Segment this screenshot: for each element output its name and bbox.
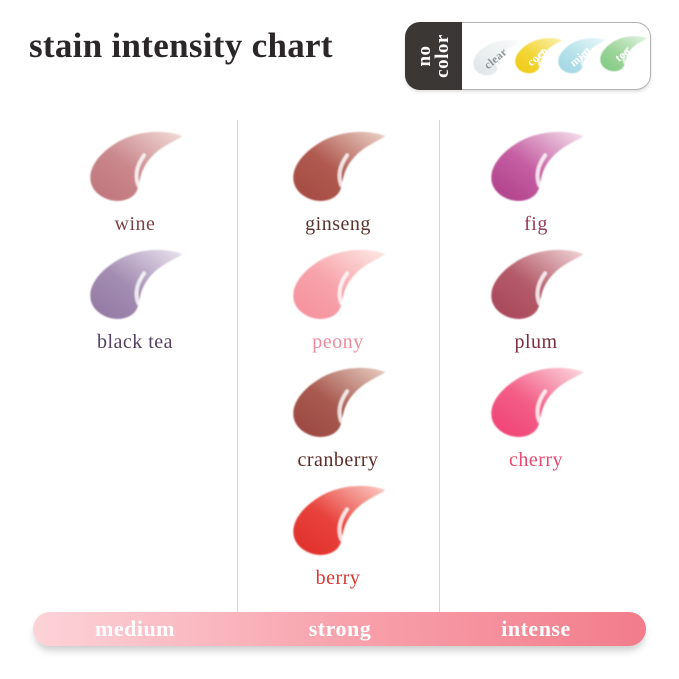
intensity-label-intense: intense bbox=[501, 616, 571, 641]
lip-smear-wine bbox=[80, 122, 190, 212]
intensity-label-strong: strong bbox=[308, 616, 372, 641]
swatch-cell-berry: berry bbox=[253, 476, 423, 590]
swatch-label-ginseng: ginseng bbox=[305, 213, 371, 235]
lip-smear-ginseng bbox=[283, 122, 393, 212]
lip-smear-cranberry bbox=[283, 358, 393, 448]
no-color-label: no color bbox=[413, 34, 453, 78]
swatch-cell-ginseng: ginseng bbox=[253, 122, 423, 236]
swatch-label-cranberry: cranberry bbox=[297, 449, 379, 471]
swatch-label-berry: berry bbox=[315, 567, 361, 589]
swatch-label-cherry: cherry bbox=[508, 449, 564, 471]
no-color-line2: color bbox=[431, 34, 453, 78]
swatch-label-peony: peony bbox=[312, 331, 364, 353]
column-divider-1 bbox=[237, 120, 238, 612]
swatch-cell-cranberry: cranberry bbox=[253, 358, 423, 472]
lip-smear-black-tea bbox=[80, 240, 190, 330]
no-color-line1: no bbox=[413, 45, 435, 67]
no-color-swatch-coco: coco bbox=[510, 36, 566, 76]
intensity-scale-bar: medium strong intense bbox=[33, 612, 646, 646]
no-color-swatch-strip: clear coco bbox=[462, 22, 651, 90]
swatch-label-fig: fig bbox=[524, 213, 548, 235]
swatch-cell-fig: fig bbox=[451, 122, 621, 236]
lip-smear-plum bbox=[481, 240, 591, 330]
swatch-label-wine: wine bbox=[114, 213, 156, 235]
swatch-cell-wine: wine bbox=[50, 122, 220, 236]
lip-smear-peony bbox=[283, 240, 393, 330]
swatch-label-black-tea: black tea bbox=[96, 331, 174, 353]
swatch-cell-plum: plum bbox=[451, 240, 621, 354]
no-color-swatch-mint: mint bbox=[553, 36, 609, 76]
page-title: stain intensity chart bbox=[29, 26, 333, 65]
no-color-tab: no color bbox=[405, 22, 462, 90]
swatch-label-plum: plum bbox=[514, 331, 558, 353]
lip-smear-cherry bbox=[481, 358, 591, 448]
swatch-cell-black-tea: black tea bbox=[50, 240, 220, 354]
column-divider-2 bbox=[439, 120, 440, 612]
swatch-cell-peony: peony bbox=[253, 240, 423, 354]
swatch-cell-cherry: cherry bbox=[451, 358, 621, 472]
no-color-swatch-tea: tea bbox=[595, 34, 651, 74]
lip-smear-berry bbox=[283, 476, 393, 566]
intensity-label-medium: medium bbox=[95, 616, 175, 641]
lip-smear-fig bbox=[481, 122, 591, 212]
no-color-swatch-clear: clear bbox=[468, 38, 524, 78]
no-color-badge: no color clear bbox=[405, 22, 651, 90]
